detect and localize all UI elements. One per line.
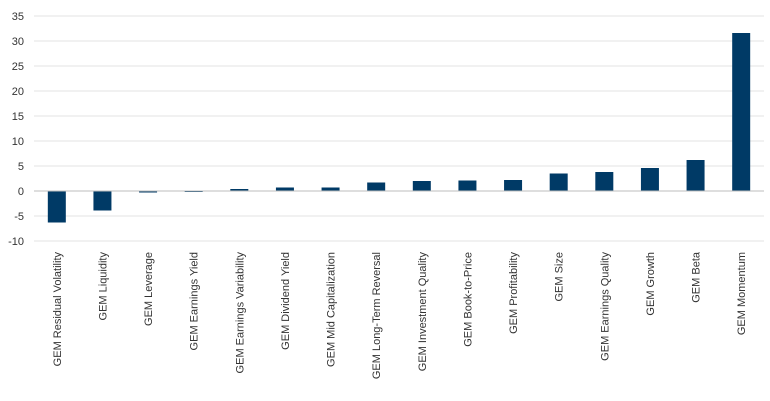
bar [139, 191, 158, 193]
x-category-label: GEM Size [554, 252, 566, 302]
x-category-label: GEM Beta [691, 251, 703, 303]
bar [93, 191, 112, 211]
bar [321, 187, 340, 191]
x-category-label: GEM Residual Volatility [52, 252, 64, 367]
bar [458, 180, 477, 191]
y-tick-label: 10 [12, 136, 24, 148]
bar [640, 168, 659, 191]
x-category-label: GEM Earnings Yield [189, 252, 201, 350]
x-axis-category-labels: GEM Residual Volatility GEM Liquidity GEM … [52, 251, 748, 379]
y-tick-label: 20 [12, 86, 24, 98]
bar [47, 191, 66, 223]
y-tick-label: 30 [12, 36, 24, 48]
bar [275, 187, 294, 191]
bar [504, 180, 523, 191]
x-category-label: GEM Book-to-Price [462, 252, 474, 347]
x-category-label: GEM Earnings Quality [599, 252, 611, 361]
y-tick-label: -10 [8, 236, 24, 248]
x-category-label: GEM Investment Quality [417, 252, 429, 372]
y-tick-label: 15 [12, 111, 24, 123]
bar [367, 182, 386, 191]
bar [412, 181, 431, 191]
x-category-label: GEM Momentum [736, 252, 748, 335]
bar [686, 160, 705, 191]
bar [549, 173, 568, 191]
y-tick-label: 5 [18, 161, 24, 173]
x-category-label: GEM Mid Capitalization [326, 252, 338, 367]
bar [732, 33, 751, 191]
gridlines [34, 15, 764, 242]
x-category-label: GEM Long-Term Reversal [371, 252, 383, 379]
y-tick-label: 25 [12, 61, 24, 73]
y-axis-tick-labels: -10 -5 0 5 10 15 20 25 30 35 [8, 11, 24, 248]
x-category-label: GEM Earnings Variability [234, 252, 246, 374]
y-tick-label: 35 [12, 11, 24, 23]
bar [230, 189, 249, 191]
x-category-label: GEM Liquidity [97, 252, 109, 321]
y-tick-label: 0 [18, 186, 24, 198]
x-category-label: GEM Dividend Yield [280, 252, 292, 350]
y-tick-label: -5 [14, 211, 24, 223]
bars [47, 33, 751, 223]
x-category-label: GEM Growth [645, 252, 657, 316]
bar [595, 172, 614, 191]
x-category-label: GEM Profitability [508, 252, 520, 334]
x-category-label: GEM Leverage [143, 252, 155, 326]
